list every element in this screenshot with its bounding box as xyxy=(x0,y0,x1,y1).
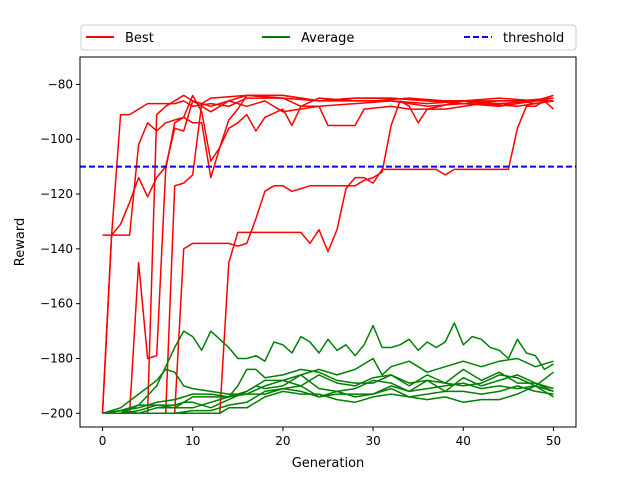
x-tick-label: 20 xyxy=(275,434,290,448)
y-tick-label: −140 xyxy=(40,242,73,256)
y-tick-label: −200 xyxy=(40,406,73,420)
legend-box xyxy=(80,24,577,51)
y-tick-label: −160 xyxy=(40,297,73,311)
legend: Best Average threshold xyxy=(80,24,577,51)
y-axis-ticks: −200 −180 −160 −140 −120 −100 −80 xyxy=(40,77,80,420)
average-series-line-12 xyxy=(102,368,554,415)
y-tick-label: −100 xyxy=(40,132,73,146)
y-tick-label: −120 xyxy=(40,187,73,201)
average-series-line-11 xyxy=(102,368,554,415)
x-tick-label: 40 xyxy=(456,434,471,448)
average-series-line-13 xyxy=(102,374,554,415)
x-axis-ticks: 0 10 20 30 40 50 xyxy=(99,427,561,448)
best-series-line-5 xyxy=(102,94,554,415)
x-axis-label: Generation xyxy=(292,456,365,471)
average-series-line-16 xyxy=(102,385,554,415)
legend-label-average: Average xyxy=(301,31,354,46)
series-lines xyxy=(101,94,555,415)
legend-label-threshold: threshold xyxy=(503,31,564,46)
plot-area-frame xyxy=(79,56,577,428)
y-axis-label: Reward xyxy=(13,218,28,266)
average-series-line-9 xyxy=(102,322,554,415)
x-tick-label: 0 xyxy=(99,434,107,448)
x-tick-label: 50 xyxy=(546,434,561,448)
best-series-line-3 xyxy=(102,94,554,236)
x-tick-label: 30 xyxy=(365,434,380,448)
best-series-line-8 xyxy=(102,100,555,415)
legend-label-best: Best xyxy=(125,31,154,46)
best-series-line-1 xyxy=(101,97,554,414)
best-series-line-2 xyxy=(101,100,554,414)
y-tick-label: −180 xyxy=(40,351,73,365)
y-tick-label: −80 xyxy=(48,77,73,91)
average-series-line-14 xyxy=(102,382,554,415)
x-tick-label: 10 xyxy=(185,434,200,448)
best-series-line-7 xyxy=(102,100,554,415)
average-series-line-10 xyxy=(102,357,554,415)
